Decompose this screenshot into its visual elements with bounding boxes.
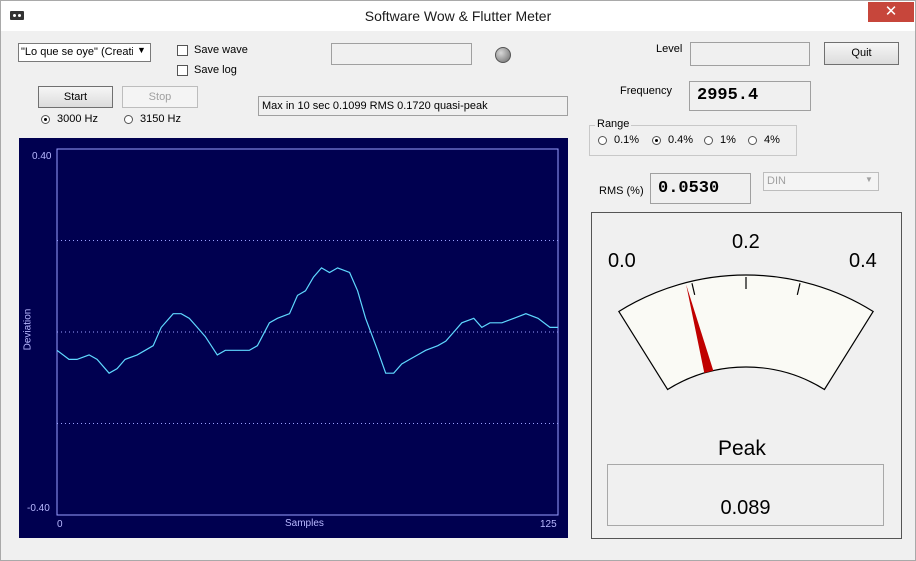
chevron-down-icon: ▼ <box>865 175 873 184</box>
y-axis-title: Deviation <box>22 308 34 351</box>
frequency-display: 2995.4 <box>689 81 811 111</box>
y-axis-top-label: 0.40 <box>32 151 52 162</box>
frequency-label: Frequency <box>620 85 672 97</box>
range-radio-4[interactable] <box>748 136 757 145</box>
status-text: Max in 10 sec 0.1099 RMS 0.1720 quasi-pe… <box>262 100 488 112</box>
range-label: Range <box>595 118 632 130</box>
radio-3150hz[interactable] <box>124 115 133 124</box>
level-label: Level <box>656 43 683 55</box>
range-radio-0.1-label: 0.1% <box>614 134 640 146</box>
range-radio-1[interactable] <box>704 136 713 145</box>
progress-field <box>331 43 472 65</box>
rms-label: RMS (%) <box>599 185 644 197</box>
stop-button[interactable]: Stop <box>122 86 198 108</box>
x-axis-end-label: 125 <box>540 519 557 530</box>
analog-meter <box>617 274 875 391</box>
meter-panel: 0.0 0.2 0.4 Peak 0.089 <box>591 212 902 539</box>
peak-display: 0.089 <box>607 464 884 526</box>
app-icon <box>10 11 24 20</box>
meter-needle <box>686 284 714 373</box>
y-axis-bottom-label: -0.40 <box>27 503 50 514</box>
save-log-label: Save log <box>194 64 237 76</box>
range-radio-4-label: 4% <box>764 134 780 146</box>
meter-scale-mid: 0.2 <box>732 231 760 253</box>
radio-3150hz-label: 3150 Hz <box>140 113 181 125</box>
title-bar: Software Wow & Flutter Meter ✕ <box>1 1 915 31</box>
save-log-checkbox[interactable] <box>177 65 188 76</box>
peak-label: Peak <box>718 437 766 460</box>
save-wave-checkbox[interactable] <box>177 45 188 56</box>
range-group <box>589 125 797 156</box>
plot-svg <box>56 148 559 516</box>
close-button[interactable]: ✕ <box>868 2 914 22</box>
device-select[interactable]: "Lo que se oye" (Creati ▼ <box>18 43 151 62</box>
weighting-select[interactable]: DIN ▼ <box>763 172 879 191</box>
rms-value: 0.0530 <box>658 179 720 198</box>
frequency-value: 2995.4 <box>697 86 759 105</box>
meter-face <box>617 274 875 391</box>
range-radio-1-label: 1% <box>720 134 736 146</box>
range-radio-0.4-label: 0.4% <box>668 134 694 146</box>
indicator-lamp-icon <box>495 47 511 63</box>
radio-3000hz-label: 3000 Hz <box>57 113 98 125</box>
x-axis-title: Samples <box>285 518 324 529</box>
plot-frame <box>56 148 559 516</box>
quit-button[interactable]: Quit <box>824 42 899 65</box>
rms-display: 0.0530 <box>650 173 751 204</box>
meter-tick <box>796 283 801 296</box>
x-axis-start-label: 0 <box>57 519 63 530</box>
device-select-value: "Lo que se oye" (Creati <box>21 46 133 58</box>
range-radio-0.1[interactable] <box>598 136 607 145</box>
radio-3000hz[interactable] <box>41 115 50 124</box>
window-title: Software Wow & Flutter Meter <box>364 8 552 24</box>
status-field: Max in 10 sec 0.1099 RMS 0.1720 quasi-pe… <box>258 96 568 116</box>
meter-tick <box>691 283 696 296</box>
level-display <box>690 42 810 66</box>
weighting-select-value: DIN <box>767 175 786 187</box>
range-radio-0.4[interactable] <box>652 136 661 145</box>
deviation-plot: 0.40 -0.40 0 125 Samples Deviation <box>19 138 568 538</box>
deviation-trace <box>56 267 558 374</box>
peak-value: 0.089 <box>720 497 771 519</box>
meter-scale-max: 0.4 <box>849 250 877 272</box>
meter-scale-min: 0.0 <box>608 250 636 272</box>
start-button[interactable]: Start <box>38 86 113 108</box>
save-wave-label: Save wave <box>194 44 248 56</box>
chevron-down-icon: ▼ <box>137 45 146 55</box>
